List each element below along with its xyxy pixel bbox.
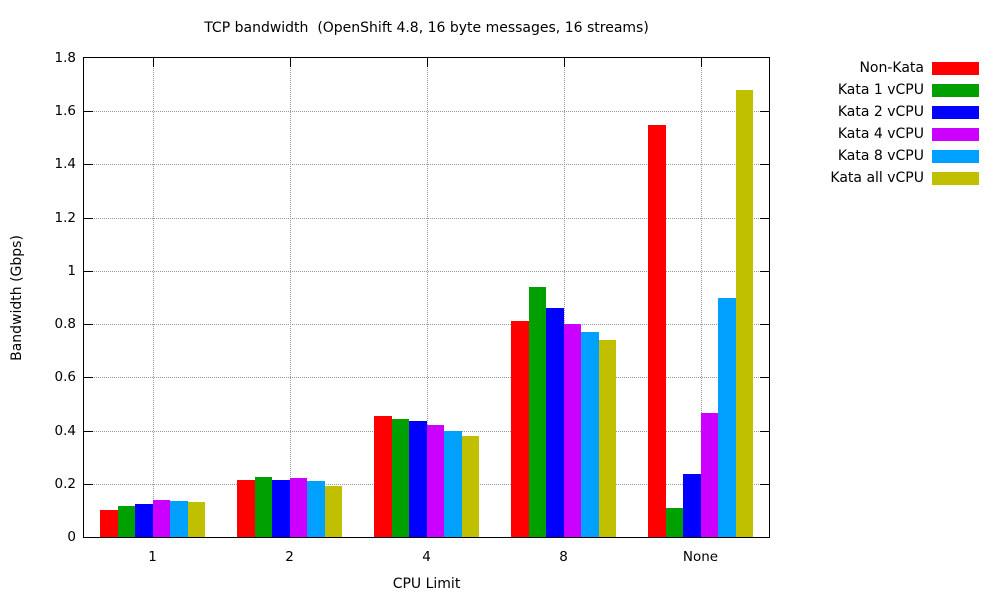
bar-non-kata-cat-1 <box>100 510 118 537</box>
bar-kata-1-vcpu-cat-8 <box>528 286 546 537</box>
legend-row: Kata all vCPU <box>830 167 979 189</box>
y-tick-label: 1 <box>67 262 76 279</box>
y-tick-left <box>84 164 93 166</box>
bar-kata-2-vcpu-cat-8 <box>546 308 564 537</box>
legend-row: Kata 1 vCPU <box>830 79 979 101</box>
gridline-vertical <box>426 58 428 537</box>
y-tick-right <box>760 217 769 219</box>
bar-kata-8-vcpu-cat-1 <box>170 501 188 537</box>
y-tick-left <box>84 430 93 432</box>
y-tick-right <box>760 270 769 272</box>
bar-kata-4-vcpu-cat-8 <box>563 324 581 537</box>
bar-kata-4-vcpu-cat-2 <box>289 478 307 537</box>
y-tick-label: 0.8 <box>54 316 76 333</box>
y-tick-label: 0.6 <box>54 369 76 386</box>
y-tick-label: 0 <box>67 529 76 545</box>
bar-kata-2-vcpu-cat-1 <box>135 503 153 537</box>
bar-kata-8-vcpu-cat-8 <box>581 332 599 537</box>
y-tick-right <box>760 483 769 485</box>
bar-kata-8-vcpu-cat-4 <box>444 430 462 537</box>
y-tick-left <box>84 324 93 326</box>
y-tick-left <box>84 217 93 219</box>
legend-label: Kata all vCPU <box>830 170 924 186</box>
legend-row: Non-Kata <box>830 57 979 79</box>
y-axis-title: Bandwidth (Gbps) <box>9 235 25 361</box>
bar-kata-4-vcpu-cat-4 <box>426 425 444 537</box>
legend-label: Kata 1 vCPU <box>837 82 924 98</box>
bar-kata-all-vcpu-cat-None <box>735 89 753 537</box>
y-tick-label: 0.2 <box>54 475 76 492</box>
bar-non-kata-cat-None <box>648 124 666 537</box>
y-tick-label: 1.6 <box>54 103 76 120</box>
legend-label: Non-Kata <box>859 60 924 76</box>
bar-non-kata-cat-2 <box>237 479 255 537</box>
bar-kata-2-vcpu-cat-2 <box>272 479 290 537</box>
y-tick-left <box>84 270 93 272</box>
y-tick-label: 1.2 <box>54 209 76 226</box>
legend-label: Kata 2 vCPU <box>837 104 924 120</box>
bar-kata-all-vcpu-cat-2 <box>324 486 342 537</box>
x-tick-label: 1 <box>148 549 157 565</box>
bar-kata-2-vcpu-cat-4 <box>409 421 427 537</box>
bar-kata-1-vcpu-cat-None <box>665 507 683 537</box>
x-axis-title: CPU Limit <box>392 576 461 592</box>
bar-kata-1-vcpu-cat-4 <box>391 418 409 537</box>
legend-row: Kata 4 vCPU <box>830 123 979 145</box>
bar-kata-1-vcpu-cat-2 <box>254 477 272 537</box>
x-tick-top <box>700 58 702 67</box>
legend-swatch <box>932 105 979 119</box>
legend-row: Kata 2 vCPU <box>830 101 979 123</box>
x-tick-top <box>563 58 565 67</box>
y-tick-right <box>760 324 769 326</box>
plot-area <box>83 57 770 538</box>
bar-kata-8-vcpu-cat-2 <box>307 481 325 537</box>
gridline-vertical <box>289 58 291 537</box>
bar-non-kata-cat-8 <box>511 321 529 537</box>
y-tick-left <box>84 377 93 379</box>
bar-kata-4-vcpu-cat-None <box>700 413 718 537</box>
bar-kata-1-vcpu-cat-1 <box>117 506 135 537</box>
y-tick-right <box>760 164 769 166</box>
bar-kata-all-vcpu-cat-8 <box>598 340 616 537</box>
legend-swatch <box>932 127 979 141</box>
y-tick-left <box>84 111 93 113</box>
bar-kata-2-vcpu-cat-None <box>683 474 701 537</box>
y-tick-label: 0.4 <box>54 422 76 439</box>
bar-kata-8-vcpu-cat-None <box>718 297 736 537</box>
gridline-vertical <box>152 58 154 537</box>
legend-label: Kata 8 vCPU <box>837 148 924 164</box>
chart-title: TCP bandwidth (OpenShift 4.8, 16 byte me… <box>204 20 649 36</box>
legend-swatch <box>932 61 979 75</box>
bar-kata-4-vcpu-cat-1 <box>152 499 170 537</box>
y-tick-label: 1.8 <box>54 50 76 66</box>
y-tick-right <box>760 377 769 379</box>
bar-kata-all-vcpu-cat-4 <box>461 435 479 537</box>
x-tick-label: None <box>682 549 719 565</box>
gridline-vertical <box>563 58 565 537</box>
x-tick-top <box>152 58 154 67</box>
x-tick-top <box>426 58 428 67</box>
gridline-vertical <box>700 58 702 537</box>
bar-non-kata-cat-4 <box>374 415 392 537</box>
y-tick-right <box>760 111 769 113</box>
bar-kata-all-vcpu-cat-1 <box>187 502 205 537</box>
x-tick-label: 4 <box>422 549 431 565</box>
y-tick-right <box>760 430 769 432</box>
legend-swatch <box>932 149 979 163</box>
y-tick-left <box>84 483 93 485</box>
legend-row: Kata 8 vCPU <box>830 145 979 167</box>
legend-label: Kata 4 vCPU <box>837 126 924 142</box>
legend: Non-Kata Kata 1 vCPU Kata 2 vCPU Kata 4 vCP… <box>830 57 979 189</box>
x-tick-label: 2 <box>285 549 294 565</box>
x-tick-label: 8 <box>559 549 568 565</box>
legend-swatch <box>932 171 979 185</box>
legend-swatch <box>932 83 979 97</box>
y-tick-label: 1.4 <box>54 156 76 173</box>
x-tick-top <box>289 58 291 67</box>
